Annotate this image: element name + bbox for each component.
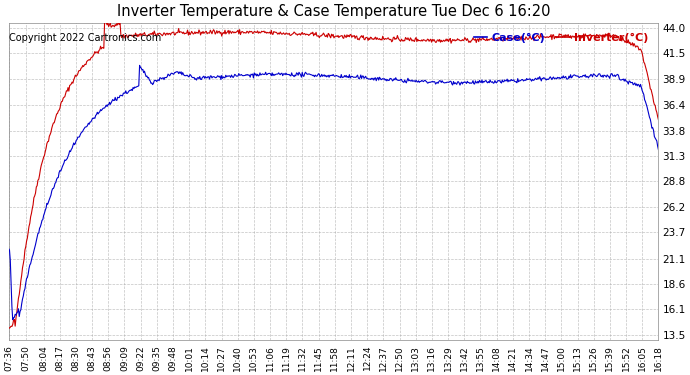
Title: Inverter Temperature & Case Temperature Tue Dec 6 16:20: Inverter Temperature & Case Temperature … [117,4,551,19]
Legend: Case(°C), Inverter(°C): Case(°C), Inverter(°C) [469,28,653,48]
Text: Copyright 2022 Cartronics.com: Copyright 2022 Cartronics.com [10,33,161,43]
